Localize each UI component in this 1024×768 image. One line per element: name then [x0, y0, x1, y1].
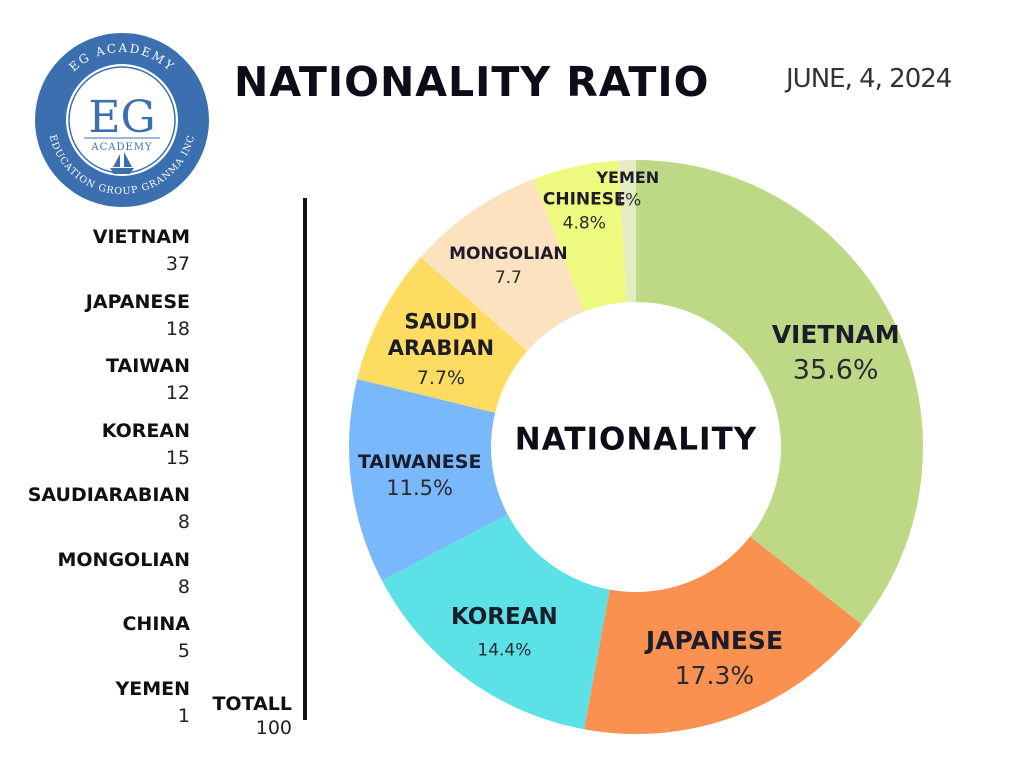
- slice-yemen: [617, 160, 636, 303]
- slice-saudi-arabian: [357, 257, 528, 413]
- stat-value: 18: [165, 317, 190, 340]
- eg-academy-logo: EG ACADEMY EDUCATION GROUP GRANMA INC EG…: [35, 33, 209, 207]
- slice-value-saudi-arabian: 7.7%: [417, 367, 465, 389]
- total-label: TOTALL: [212, 693, 292, 715]
- stat-label: MONGOLIAN: [57, 548, 191, 571]
- stat-label: KOREAN: [101, 419, 190, 442]
- slice-value-taiwanese: 11.5%: [386, 476, 453, 500]
- slice-label-saudi-arabian-1: SAUDI: [404, 310, 477, 334]
- page-title: NATIONALITY RATIO: [234, 58, 710, 106]
- slice-value-mongolian: 7.7: [495, 268, 522, 288]
- stat-label: VIETNAM: [92, 226, 190, 248]
- nationality-count-list: VIETNAM 37 JAPANESE 18 TAIWAN 12 KOREAN …: [0, 224, 190, 740]
- slice-label-japanese: JAPANESE: [644, 626, 783, 655]
- donut-center-label: NATIONALITY: [515, 422, 757, 458]
- stat-label: TAIWAN: [106, 355, 190, 377]
- stat-value: 5: [177, 640, 190, 662]
- slice-label-korean: KOREAN: [451, 604, 558, 630]
- stat-value: 15: [165, 446, 190, 469]
- stat-value: 8: [177, 575, 190, 598]
- slice-value-japanese: 17.3%: [675, 661, 754, 690]
- vertical-divider: [303, 198, 307, 720]
- stat-item: KOREAN 15: [0, 418, 190, 483]
- stat-label: YEMEN: [115, 677, 190, 700]
- stat-item: MONGOLIAN 8: [0, 547, 191, 612]
- logo-inner-disc: [66, 64, 178, 176]
- nationality-donut-chart: VIETNAM 35.6% JAPANESE 17.3% KOREAN 14.4% TAIW…: [348, 160, 924, 734]
- stat-item: JAPANESE 18: [0, 289, 190, 354]
- page-date: JUNE, 4, 2024: [786, 64, 952, 94]
- slice-value-vietnam: 35.6%: [793, 354, 879, 385]
- stat-item: CHINA 5: [0, 611, 190, 676]
- stat-item: YEMEN 1: [0, 676, 190, 741]
- slice-japanese: [583, 536, 862, 734]
- slice-label-chinese: CHINESE: [543, 190, 626, 210]
- slice-label-yemen: YEMEN: [595, 168, 659, 187]
- total-value: 100: [255, 717, 292, 739]
- slice-label-taiwanese: TAIWANESE: [358, 451, 482, 473]
- stat-value: 37: [165, 253, 190, 275]
- stat-value: 12: [165, 382, 190, 404]
- slice-vietnam: [636, 160, 924, 625]
- stat-label: SAUDIARABIAN: [27, 484, 190, 506]
- slice-value-yemen: 1%: [614, 190, 641, 210]
- ship-icon: [110, 152, 134, 174]
- slice-label-saudi-arabian-2: ARABIAN: [388, 336, 494, 360]
- slice-label-mongolian: MONGOLIAN: [449, 244, 568, 264]
- slice-chinese: [533, 160, 627, 312]
- slice-value-chinese: 4.8%: [563, 214, 606, 234]
- total-block: TOTALL 100: [194, 692, 292, 740]
- slice-label-vietnam: VIETNAM: [772, 320, 900, 349]
- slice-korean: [381, 514, 610, 730]
- slice-taiwanese: [348, 379, 508, 581]
- stat-label: JAPANESE: [85, 290, 190, 313]
- slice-mongolian: [420, 178, 585, 352]
- logo-letters: EG: [88, 92, 155, 143]
- stat-label: CHINA: [122, 613, 190, 635]
- stat-item: TAIWAN 12: [0, 353, 190, 418]
- stat-item: VIETNAM 37: [0, 224, 190, 289]
- stat-value: 1: [177, 704, 190, 727]
- stat-item: SAUDIARABIAN 8: [0, 482, 190, 547]
- slice-value-korean: 14.4%: [477, 641, 531, 661]
- logo-word: ACADEMY: [90, 142, 152, 153]
- stat-value: 8: [177, 511, 190, 533]
